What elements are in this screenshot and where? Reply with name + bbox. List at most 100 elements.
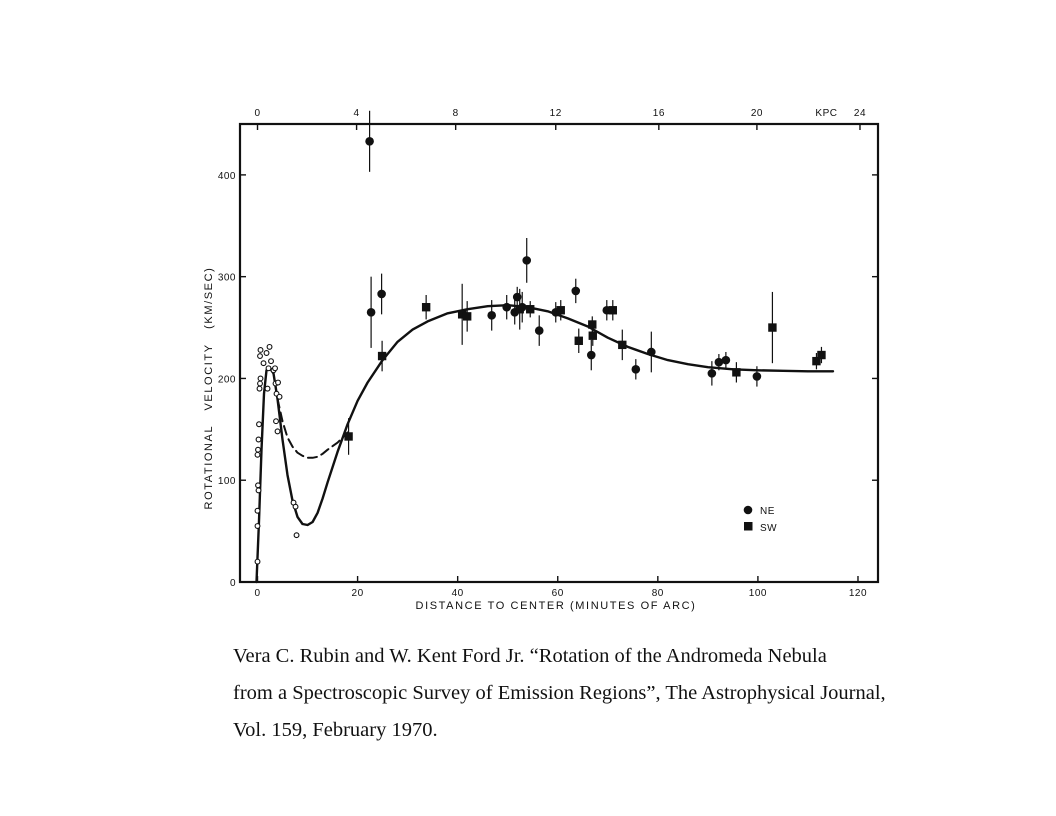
data-point-ne <box>534 326 544 335</box>
top-tick-label: 20 <box>751 108 763 119</box>
y-tick-label: 0 <box>230 578 236 589</box>
data-point-sw <box>588 331 597 340</box>
x-tick-label: 40 <box>452 588 464 599</box>
figure-caption: Vera C. Rubin and W. Kent Ford Jr. “Rota… <box>233 638 993 749</box>
data-point-ne <box>377 289 386 299</box>
data-point-ne <box>631 364 641 374</box>
data-point-ne <box>752 372 762 381</box>
data-point-inner <box>257 353 263 360</box>
legend: NE SW <box>743 505 777 534</box>
data-point-sw <box>588 320 597 329</box>
data-point-sw <box>526 305 535 314</box>
data-point-sw <box>732 368 741 377</box>
data-point-sw <box>421 303 431 312</box>
legend-label-ne: NE <box>760 506 775 517</box>
data-point-inner <box>255 487 262 494</box>
data-point-inner <box>263 350 270 356</box>
x-tick-label: 80 <box>652 588 664 599</box>
x-axis-label: DISTANCE TO CENTER (MINUTES OF ARC) <box>416 600 697 612</box>
model-curve-dashed <box>276 397 349 459</box>
data-point-sw <box>556 306 565 315</box>
caption-line-3: Vol. 159, February 1970. <box>233 719 438 741</box>
top-tick-label: 12 <box>550 108 562 119</box>
y-tick-label: 100 <box>218 476 236 487</box>
legend-marker-ne <box>743 505 753 515</box>
x-tick-label: 100 <box>749 588 767 599</box>
data-point-inner <box>274 428 281 435</box>
data-point-inner <box>265 365 272 372</box>
top-tick-label: 0 <box>254 108 260 119</box>
y-tick-label: 400 <box>218 171 236 182</box>
data-point-inner <box>257 346 264 353</box>
data-point-inner <box>260 360 267 367</box>
data-point-ne <box>571 286 581 296</box>
top-tick-label: 24 <box>854 108 866 119</box>
x-tick-label: 20 <box>352 588 364 599</box>
data-point-inner <box>275 379 281 386</box>
data-point-inner <box>292 503 299 510</box>
caption-line-2: from a Spectroscopic Survey of Emission … <box>233 682 886 704</box>
model-curve-solid <box>255 304 835 584</box>
legend-label-sw: SW <box>760 523 777 534</box>
data-point-inner <box>256 385 263 392</box>
data-point-sw <box>457 310 467 319</box>
data-point-inner <box>264 385 271 392</box>
error-bars <box>347 110 823 455</box>
data-point-ne <box>586 350 596 360</box>
top-tick-label: 4 <box>354 108 360 119</box>
plot-frame <box>238 122 880 584</box>
data-point-inner <box>254 558 261 565</box>
caption-line-1: Vera C. Rubin and W. Kent Ford Jr. “Rota… <box>233 645 827 667</box>
x-tick-label: 120 <box>849 588 867 599</box>
data-point-inner <box>256 421 262 428</box>
top-axis-unit-label: KPC <box>815 108 837 119</box>
data-points <box>254 137 826 565</box>
data-point-inner <box>293 532 300 539</box>
data-point-sw <box>377 351 387 361</box>
data-point-inner <box>268 358 274 365</box>
data-point-ne <box>512 292 522 302</box>
top-tick-label: 16 <box>653 108 665 119</box>
data-point-sw <box>462 312 472 321</box>
data-point-ne <box>647 347 656 357</box>
data-point-ne <box>365 137 374 146</box>
data-point-inner <box>266 343 273 350</box>
data-point-inner <box>257 380 263 387</box>
data-point-ne <box>714 357 724 367</box>
x-tick-label: 60 <box>552 588 564 599</box>
data-point-inner <box>276 393 283 400</box>
data-point-sw <box>768 323 777 332</box>
data-point-inner <box>254 507 261 514</box>
y-tick-label: 200 <box>218 374 236 385</box>
data-point-sw <box>515 305 524 314</box>
data-point-inner <box>255 436 262 443</box>
y-tick-label: 300 <box>218 273 236 284</box>
data-point-sw <box>812 356 821 366</box>
data-point-inner <box>273 418 279 425</box>
data-point-inner <box>255 482 261 489</box>
data-point-sw <box>344 432 353 441</box>
data-point-inner <box>254 451 261 458</box>
legend-marker-sw <box>744 522 753 531</box>
data-point-ne <box>487 311 496 320</box>
data-point-sw <box>574 336 583 345</box>
data-point-inner <box>257 375 264 382</box>
data-point-ne <box>522 256 532 265</box>
x-tick-label: 0 <box>254 588 260 599</box>
axis-ticks <box>240 124 878 583</box>
top-tick-label: 8 <box>453 108 459 119</box>
data-point-ne <box>707 369 717 378</box>
model-curves <box>255 304 835 584</box>
data-point-ne <box>366 307 376 317</box>
data-point-ne <box>721 355 731 365</box>
data-point-sw <box>608 306 617 315</box>
data-point-ne <box>502 302 512 312</box>
tick-labels: 0 20 40 60 80 100 120 0 100 200 300 400 0 4 8 12 16 20 24 <box>218 108 867 599</box>
data-point-inner <box>272 365 278 372</box>
data-point-sw <box>817 350 826 360</box>
y-axis-label: ROTATIONAL VELOCITY (KM/SEC) <box>203 267 215 510</box>
data-point-sw <box>618 340 627 350</box>
data-point-inner <box>254 523 261 529</box>
data-point-inner <box>255 446 261 453</box>
